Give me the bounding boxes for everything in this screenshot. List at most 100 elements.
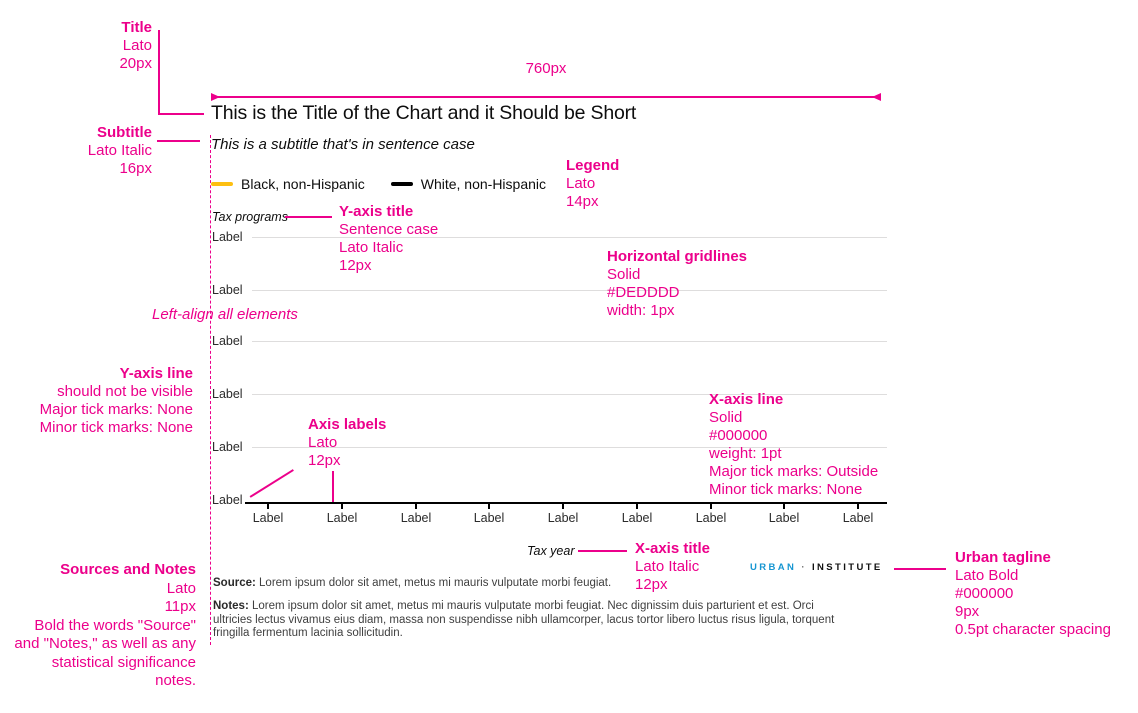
notes-text: Lorem ipsum dolor sit amet, metus mi mau… xyxy=(213,600,835,639)
sources-notes-spec-annotation: Sources and Notes Lato 11px Bold the wor… xyxy=(0,561,196,691)
x-axis-line-spec-major-ticks: Major tick marks: Outside xyxy=(709,463,879,480)
x-axis-label: Label xyxy=(695,511,727,525)
y-axis-title: Tax programs xyxy=(212,210,288,224)
gridlines-spec-color: #DEDDDD xyxy=(607,284,680,301)
x-axis-label: Label xyxy=(473,511,505,525)
legend-spec-annotation: Legend Lato 14px xyxy=(566,157,619,211)
chart-title: This is the Title of the Chart and it Sh… xyxy=(211,102,637,124)
x-axis-title: Tax year xyxy=(527,544,575,558)
axis-labels-spec-font: Lato xyxy=(308,434,338,451)
source-text: Lorem ipsum dolor sit amet, metus mi mau… xyxy=(259,577,612,589)
y-axis-label: Label xyxy=(212,387,243,401)
legend-swatch-yellow-icon xyxy=(211,182,233,186)
sources-notes-spec-rule-3: statistical significance xyxy=(51,653,196,671)
y-axis-label: Label xyxy=(212,440,243,454)
y-axis-label: Label xyxy=(212,334,243,348)
gridline xyxy=(252,447,887,448)
axis-labels-spec-size: 12px xyxy=(308,452,341,469)
x-axis-tick xyxy=(341,504,343,509)
gridline xyxy=(252,237,887,238)
chart-subtitle: This is a subtitle that's in sentence ca… xyxy=(211,136,475,153)
urban-institute-logo: URBAN · INSTITUTE xyxy=(750,562,883,573)
source-label: Source: xyxy=(213,577,256,589)
x-axis-line-spec-weight: weight: 1pt xyxy=(709,445,782,462)
urban-tagline-spec-font: Lato Bold xyxy=(955,567,1019,584)
tagline-connector xyxy=(894,568,946,570)
gridline xyxy=(252,290,887,291)
x-axis-tick xyxy=(636,504,638,509)
sources-notes-spec-rule-4: notes. xyxy=(155,672,196,689)
y-axis-label: Label xyxy=(212,493,243,507)
x-axis-tick xyxy=(562,504,564,509)
axis-labels-connector-vertical xyxy=(332,471,334,502)
y-axis-title-connector xyxy=(285,216,332,218)
arrowhead-right-icon xyxy=(872,93,881,101)
y-axis-line-spec-visibility: should not be visible xyxy=(57,383,193,400)
gridlines-spec-annotation: Horizontal gridlines Solid #DEDDDD width… xyxy=(607,248,747,320)
y-axis-line-spec-annotation: Y-axis line should not be visible Major … xyxy=(0,365,193,437)
x-axis-line-spec-style: Solid xyxy=(709,409,743,426)
subtitle-spec-annotation: Subtitle Lato Italic 16px xyxy=(0,124,152,178)
x-axis-line xyxy=(245,502,887,504)
y-axis-line-spec-minor-ticks: Minor tick marks: None xyxy=(39,419,193,436)
title-connector-vertical xyxy=(158,30,160,114)
axis-labels-spec-heading: Axis labels xyxy=(308,416,387,433)
legend-spec-font: Lato xyxy=(566,175,596,192)
gridline xyxy=(252,394,887,395)
notes-label: Notes: xyxy=(213,600,249,612)
x-axis-title-spec-annotation: X-axis title Lato Italic 12px xyxy=(635,540,710,594)
x-axis-tick xyxy=(857,504,859,509)
sources-notes-spec-size: 11px xyxy=(164,598,196,615)
y-axis-title-spec-case: Sentence case xyxy=(339,221,439,238)
logo-urban-text: URBAN xyxy=(750,562,797,573)
x-axis-label: Label xyxy=(621,511,653,525)
legend-spec-heading: Legend xyxy=(566,157,620,174)
gridlines-spec-style: Solid xyxy=(607,266,641,283)
logo-institute-text: INSTITUTE xyxy=(811,562,883,573)
x-axis-label: Label xyxy=(768,511,800,525)
x-axis-title-spec-font: Lato Italic xyxy=(635,558,700,575)
arrowhead-left-icon xyxy=(211,93,220,101)
source-line: Source: Lorem ipsum dolor sit amet, metu… xyxy=(213,577,835,591)
title-spec-heading: Title xyxy=(121,19,152,36)
gridlines-spec-width: width: 1px xyxy=(607,302,675,319)
urban-tagline-spec-spacing: 0.5pt character spacing xyxy=(955,621,1111,638)
axis-labels-spec-annotation: Axis labels Lato 12px xyxy=(308,416,386,470)
left-align-note: Left-align all elements xyxy=(152,306,298,323)
sources-notes-spec-heading: Sources and Notes xyxy=(60,561,196,578)
sources-notes-spec-rule-2: and "Notes," as well as any xyxy=(14,635,196,652)
measure-line xyxy=(211,96,881,98)
subtitle-spec-size: 16px xyxy=(119,160,152,177)
legend: Black, non-Hispanic White, non-Hispanic xyxy=(211,176,546,192)
x-axis-line-spec-annotation: X-axis line Solid #000000 weight: 1pt Ma… xyxy=(709,391,878,499)
x-axis-label: Label xyxy=(326,511,358,525)
x-axis-title-spec-size: 12px xyxy=(635,576,668,593)
x-axis-label: Label xyxy=(842,511,874,525)
axis-labels-connector-diagonal xyxy=(249,469,294,498)
x-axis-tick xyxy=(267,504,269,509)
x-axis-tick xyxy=(415,504,417,509)
x-axis-label: Label xyxy=(400,511,432,525)
urban-tagline-spec-annotation: Urban tagline Lato Bold #000000 9px 0.5p… xyxy=(955,549,1111,639)
sources-notes-spec-rule-1: Bold the words "Source" xyxy=(34,616,196,634)
y-axis-title-spec-heading: Y-axis title xyxy=(339,203,414,220)
y-axis-title-spec-font: Lato Italic xyxy=(339,239,404,256)
y-axis-label: Label xyxy=(212,283,243,297)
gridline xyxy=(252,341,887,342)
urban-tagline-spec-size: 9px xyxy=(955,603,980,620)
y-axis-title-spec-annotation: Y-axis title Sentence case Lato Italic 1… xyxy=(339,203,438,275)
x-axis-tick xyxy=(710,504,712,509)
legend-label: White, non-Hispanic xyxy=(420,176,547,192)
x-axis-title-connector xyxy=(578,550,627,552)
title-spec-font: Lato xyxy=(122,37,152,54)
x-axis-line-spec-color: #000000 xyxy=(709,427,768,444)
x-axis-line-spec-heading: X-axis line xyxy=(709,391,784,408)
legend-swatch-black-icon xyxy=(390,182,413,186)
x-axis-line-spec-minor-ticks: Minor tick marks: None xyxy=(709,481,863,498)
legend-spec-size: 14px xyxy=(566,193,599,210)
gridlines-spec-heading: Horizontal gridlines xyxy=(607,248,748,265)
x-axis-label: Label xyxy=(547,511,579,525)
urban-tagline-spec-heading: Urban tagline xyxy=(955,549,1051,566)
subtitle-spec-heading: Subtitle xyxy=(97,124,152,141)
